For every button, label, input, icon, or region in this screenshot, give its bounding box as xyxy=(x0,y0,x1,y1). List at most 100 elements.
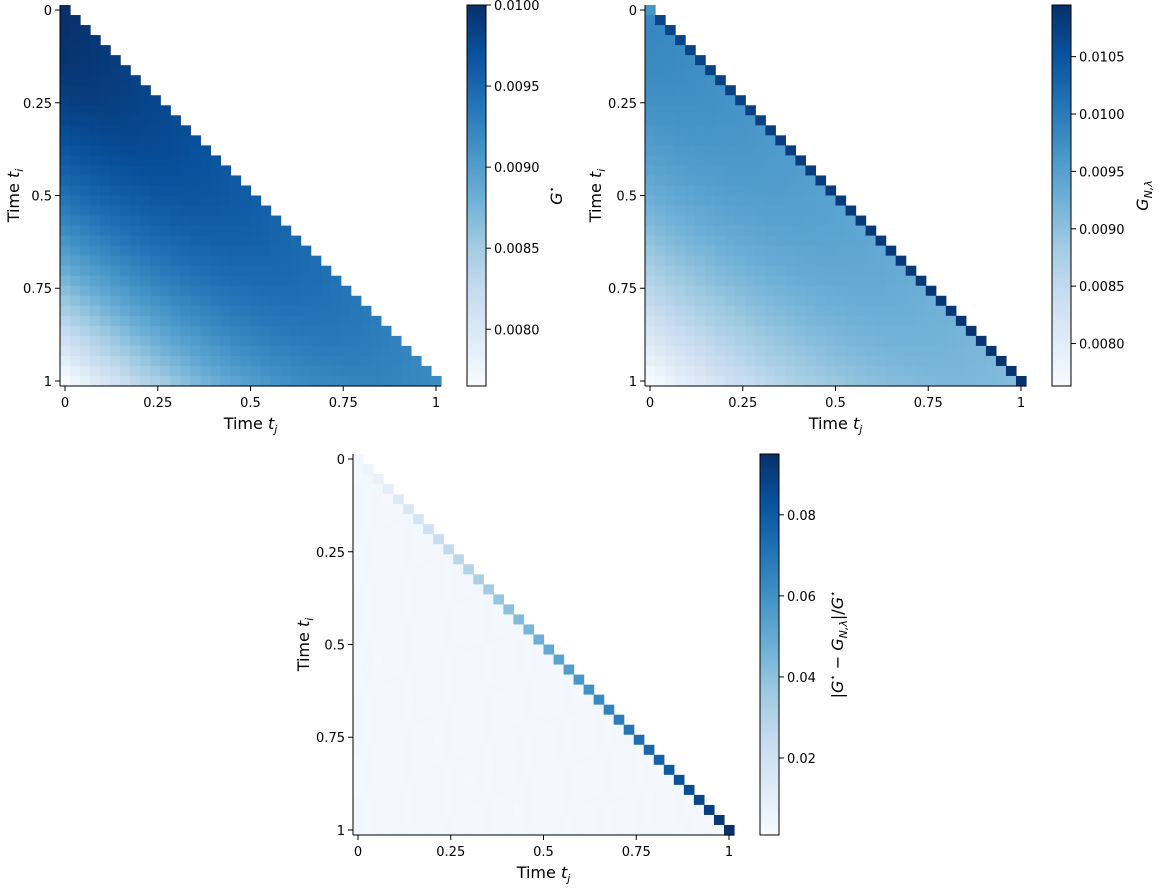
heatmap-cell xyxy=(553,774,565,786)
heatmap-cell xyxy=(353,694,364,706)
heatmap-cell xyxy=(140,125,151,136)
heatmap-cell xyxy=(240,235,252,247)
heatmap-cell xyxy=(915,355,927,367)
heatmap-cell xyxy=(583,744,595,756)
heatmap-cell xyxy=(90,105,101,116)
y-tick-label: 1 xyxy=(44,375,52,390)
heatmap-cell xyxy=(865,315,877,327)
heatmap-cell xyxy=(100,235,111,247)
heatmap-cell xyxy=(895,335,907,347)
heatmap-cell xyxy=(795,365,807,377)
heatmap-cell xyxy=(655,175,666,187)
heatmap-cell xyxy=(353,534,364,545)
heatmap-cell xyxy=(200,315,211,327)
heatmap-cell xyxy=(230,235,242,247)
heatmap-cell xyxy=(360,315,372,327)
heatmap-cell xyxy=(380,345,392,357)
heatmap-cell xyxy=(360,305,372,317)
colorbar-tick-label: 0.0090 xyxy=(1079,223,1125,238)
heatmap-cell xyxy=(363,764,374,776)
heatmap-cell xyxy=(443,674,454,686)
heatmap-cell xyxy=(120,225,131,237)
heatmap-cell xyxy=(160,115,171,126)
heatmap-cell xyxy=(655,215,666,227)
heatmap-cell xyxy=(795,215,807,227)
y-tick-label: 0.75 xyxy=(608,282,637,297)
heatmap-cell xyxy=(875,315,887,327)
heatmap-cell xyxy=(885,335,897,347)
heatmap-cell xyxy=(755,335,766,347)
heatmap-cell xyxy=(70,45,81,56)
heatmap-cell xyxy=(915,275,927,287)
x-axis-label: Time tj xyxy=(223,414,279,436)
heatmap-cell xyxy=(180,315,191,327)
heatmap-cell xyxy=(270,275,282,287)
heatmap-cell xyxy=(513,674,525,686)
heatmap-cell xyxy=(805,345,817,357)
heatmap-cell xyxy=(370,355,382,367)
heatmap-cell xyxy=(363,814,374,826)
colorbar-tick-label: 0.0100 xyxy=(1079,108,1125,123)
heatmap-cell xyxy=(745,345,756,357)
heatmap-cell xyxy=(815,355,827,367)
heatmap-cell xyxy=(130,105,141,116)
heatmap-cell xyxy=(513,804,525,816)
heatmap-cell xyxy=(150,205,161,217)
x-axis-label-main: Time xyxy=(516,863,556,882)
heatmap-cell xyxy=(180,185,191,197)
heatmap-cell xyxy=(363,774,374,786)
heatmap-cell xyxy=(413,774,424,786)
heatmap-cell xyxy=(665,375,676,387)
heatmap-cell xyxy=(865,375,877,387)
heatmap-cell xyxy=(523,644,535,656)
heatmap-cell xyxy=(503,814,515,826)
heatmap-cell xyxy=(855,305,867,317)
heatmap-cell xyxy=(815,305,827,317)
heatmap-cell xyxy=(675,55,686,66)
heatmap-cell xyxy=(160,275,171,287)
heatmap-cell xyxy=(80,305,91,317)
heatmap-cell xyxy=(563,784,575,796)
heatmap-cell xyxy=(363,604,374,616)
heatmap-cell xyxy=(170,155,181,167)
heatmap-cell xyxy=(835,195,847,207)
heatmap-cell xyxy=(855,255,867,267)
heatmap-cell xyxy=(363,674,374,686)
heatmap-cell xyxy=(60,345,71,357)
heatmap-cell xyxy=(685,235,696,247)
heatmap-cell xyxy=(423,764,434,776)
heatmap-cell xyxy=(100,105,111,116)
heatmap-cell xyxy=(655,245,666,257)
heatmap-cell xyxy=(423,724,434,736)
heatmap-cell xyxy=(815,285,827,297)
heatmap-cell xyxy=(643,754,655,766)
heatmap-cell xyxy=(260,205,272,217)
heatmap-cell xyxy=(765,305,776,317)
heatmap-cell xyxy=(885,315,897,327)
heatmap-cell xyxy=(170,165,181,177)
heatmap-cell xyxy=(463,714,474,726)
heatmap-cell xyxy=(685,75,696,86)
heatmap-cell xyxy=(180,205,191,217)
heatmap-cell xyxy=(875,265,887,277)
heatmap-cell xyxy=(513,744,525,756)
heatmap-cell xyxy=(240,195,252,207)
heatmap-cell xyxy=(260,245,272,257)
heatmap-cell xyxy=(655,105,666,116)
heatmap-cell xyxy=(60,155,71,167)
heatmap-cell xyxy=(90,145,101,156)
heatmap-cell xyxy=(360,355,372,367)
heatmap-cell xyxy=(200,245,211,257)
heatmap-cell xyxy=(805,285,817,297)
heatmap-cell xyxy=(353,454,364,465)
heatmap-cell xyxy=(675,315,686,327)
heatmap-cell xyxy=(210,155,222,167)
heatmap-cell xyxy=(463,684,474,696)
heatmap-cell xyxy=(443,694,454,706)
heatmap-cell xyxy=(340,305,352,317)
heatmap-cell xyxy=(613,724,625,736)
heatmap-cell xyxy=(170,285,181,297)
heatmap-cell xyxy=(250,375,262,387)
heatmap-cell xyxy=(885,305,897,317)
heatmap-cell xyxy=(645,355,656,367)
